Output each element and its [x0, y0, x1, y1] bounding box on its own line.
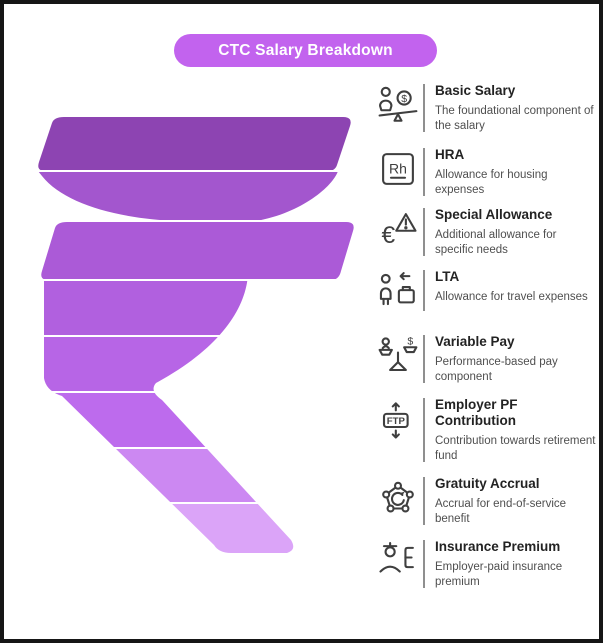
list-item-variable-pay: $ Variable Pay Performance-based pay com…	[375, 333, 597, 385]
item-title: Variable Pay	[435, 334, 515, 349]
list-item-hra: Rh HRA Allowance for housing expenses	[375, 146, 597, 198]
pf-box-arrows-icon: FTP	[382, 402, 409, 439]
insured-person-icon	[379, 542, 414, 573]
euro-warning-icon: €	[382, 213, 417, 249]
item-title: Insurance Premium	[435, 539, 561, 554]
item-divider	[423, 148, 425, 197]
svg-text:FTP: FTP	[387, 416, 406, 427]
rupee-bands	[38, 117, 354, 553]
item-title: Gratuity Accrual	[435, 476, 540, 491]
item-description: The foundational component of the salary	[435, 104, 594, 133]
rupee-band-6	[38, 393, 354, 447]
rupee-band-8	[38, 504, 354, 553]
balance-person-money-icon: $	[378, 86, 418, 122]
gratuity-network-icon	[382, 481, 414, 513]
list-item-basic-salary: $ Basic Salary The foundational componen…	[375, 82, 597, 134]
rupee-symbol	[38, 117, 354, 553]
svg-text:$: $	[407, 336, 413, 348]
rupee-band-4	[38, 281, 354, 335]
item-description: Allowance for travel expenses	[435, 290, 588, 303]
page-title: CTC Salary Breakdown	[218, 41, 393, 59]
item-divider	[423, 270, 425, 311]
item-title: Special Allowance	[435, 207, 553, 222]
rupee-band-2	[38, 172, 354, 220]
item-title: Basic Salary	[435, 83, 516, 98]
item-divider	[423, 84, 425, 133]
pay-scale-icon: $	[378, 336, 418, 372]
item-title: LTA	[435, 269, 460, 284]
item-title: HRA	[435, 147, 465, 162]
traveler-luggage-icon	[379, 272, 415, 306]
svg-text:Rh: Rh	[389, 160, 407, 176]
item-description: Accrual for end-of-service benefit	[435, 497, 567, 526]
item-divider	[423, 208, 425, 257]
title-pill: CTC Salary Breakdown	[174, 34, 437, 67]
rh-box-icon: Rh	[382, 153, 414, 185]
list-item-insurance: Insurance Premium Employer-paid insuranc…	[375, 538, 597, 590]
rupee-band-1	[38, 117, 354, 170]
item-divider	[423, 398, 425, 463]
item-divider	[423, 335, 425, 384]
item-title: Employer PF Contribution	[435, 397, 518, 428]
item-description: Performance-based pay component	[435, 355, 558, 384]
list-item-lta: LTA Allowance for travel expenses	[375, 268, 597, 313]
svg-text:$: $	[401, 93, 407, 105]
rupee-band-7	[38, 449, 354, 502]
svg-text:€: €	[382, 222, 396, 249]
rupee-band-3	[38, 222, 354, 279]
list-item-employer-pf: FTP Employer PF Contribution Contributio…	[375, 396, 597, 464]
item-description: Additional allowance for specific needs	[435, 228, 557, 257]
item-description: Allowance for housing expenses	[435, 168, 548, 197]
list-item-gratuity: Gratuity Accrual Accrual for end-of-serv…	[375, 475, 597, 527]
list-item-special-allowance: € Special Allowance Additional allowance…	[375, 206, 597, 258]
rupee-band-5	[38, 337, 354, 391]
item-description: Contribution towards retirement fund	[435, 434, 596, 463]
item-description: Employer-paid insurance premium	[435, 560, 563, 589]
item-divider	[423, 477, 425, 526]
item-divider	[423, 540, 425, 589]
